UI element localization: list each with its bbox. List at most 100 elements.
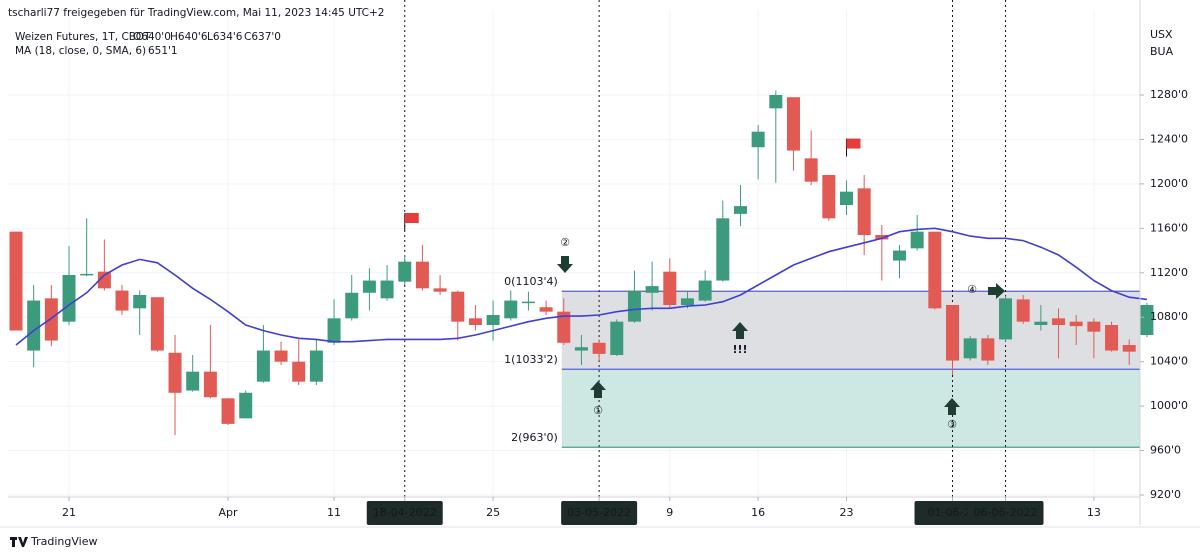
date-highlight bbox=[366, 501, 443, 525]
fib-label: 1(1033'2) bbox=[504, 353, 558, 366]
candle-body bbox=[433, 288, 447, 292]
candle-body bbox=[592, 342, 606, 354]
ohlc-value: H640'6 bbox=[170, 31, 208, 43]
y-tick-label: 1080'0 bbox=[1150, 310, 1188, 323]
x-tick-label: 01-06-20 bbox=[928, 506, 978, 519]
candle-body bbox=[1087, 321, 1101, 332]
x-tick-label: 9 bbox=[666, 506, 673, 519]
candle-body bbox=[610, 321, 624, 355]
candle-body bbox=[274, 350, 288, 362]
candle-body bbox=[557, 311, 571, 343]
arrow bbox=[988, 283, 1005, 299]
fib-label: 2(963'0) bbox=[511, 431, 558, 444]
y-tick-label: 960'0 bbox=[1150, 444, 1181, 457]
candle-body bbox=[292, 361, 306, 382]
candle-body bbox=[521, 301, 535, 304]
candle-body bbox=[910, 231, 924, 249]
candle-body bbox=[804, 158, 818, 182]
candle-body bbox=[857, 188, 871, 235]
candle-body bbox=[80, 273, 94, 276]
arrow bbox=[557, 256, 573, 273]
x-tick-label: Apr bbox=[219, 506, 239, 519]
candle-body bbox=[963, 338, 977, 359]
brand: TradingView bbox=[30, 535, 97, 548]
candle-body bbox=[221, 398, 235, 424]
candle-body bbox=[716, 218, 730, 281]
candle-body bbox=[645, 286, 659, 293]
fib-label: 0(1103'4) bbox=[504, 275, 558, 288]
candle-body bbox=[27, 300, 41, 351]
candle-body bbox=[62, 275, 76, 322]
candle-body bbox=[627, 290, 641, 322]
x-tick-label: 23 bbox=[839, 506, 853, 519]
symbol: Weizen Futures, 1T, CBOT bbox=[15, 31, 151, 43]
y-tick-label: 1120'0 bbox=[1150, 266, 1188, 279]
ma-name: MA (18, close, 0, SMA, 6) bbox=[15, 45, 146, 57]
candle-body bbox=[362, 280, 376, 293]
candle-body bbox=[946, 305, 960, 361]
ohlc-value: O640'0 bbox=[133, 31, 171, 43]
candle-body bbox=[733, 206, 747, 214]
plot-area: 0(1103'4) 1(1033'2) 2(963'0) ② ①!!! ③ ④ bbox=[8, 0, 1154, 497]
candle-body bbox=[203, 371, 217, 398]
ohlc-value: L634'6 bbox=[207, 31, 243, 43]
candle-body bbox=[981, 338, 995, 361]
x-tick-label: 21 bbox=[62, 506, 76, 519]
candle-body bbox=[97, 271, 111, 289]
y-tick-label: 1240'0 bbox=[1150, 132, 1188, 145]
candle-body bbox=[839, 191, 853, 205]
x-tick-label: 16 bbox=[751, 506, 765, 519]
ma-line bbox=[15, 227, 1147, 346]
candle-body bbox=[345, 292, 359, 319]
candle-body bbox=[751, 131, 765, 148]
x-tick-label: 13 bbox=[1087, 506, 1101, 519]
candle-body bbox=[415, 261, 429, 289]
candle-body bbox=[186, 371, 200, 391]
x-tick-label: 11 bbox=[327, 506, 341, 519]
y-tick-label: 1000'0 bbox=[1150, 399, 1188, 412]
candle-body bbox=[309, 350, 323, 382]
candle-body bbox=[380, 280, 394, 299]
candle-body bbox=[504, 300, 518, 319]
header: tscharli77 freigegeben für TradingView.c… bbox=[8, 7, 384, 19]
candle-body bbox=[150, 297, 164, 351]
currency: USX bbox=[1150, 28, 1173, 41]
candle-body bbox=[1122, 345, 1136, 352]
candle-body bbox=[486, 315, 500, 325]
fib-zone bbox=[561, 369, 1140, 448]
candle-body bbox=[822, 175, 836, 219]
x-tick-label: 25 bbox=[486, 506, 500, 519]
candle-body bbox=[115, 290, 129, 311]
x-tick-label: 03-05-2022 bbox=[567, 506, 631, 519]
candle-body bbox=[9, 231, 23, 331]
candle-body bbox=[1052, 318, 1066, 325]
brand-logo bbox=[10, 537, 28, 547]
candle-body bbox=[928, 231, 942, 309]
candle-body bbox=[327, 318, 341, 343]
candle-body bbox=[680, 298, 694, 305]
x-tick-label: 06-06-2022 bbox=[974, 506, 1038, 519]
y-tick-label: 920'0 bbox=[1150, 488, 1181, 501]
annotation: ③ bbox=[947, 418, 957, 431]
date-highlight bbox=[561, 501, 638, 525]
flag bbox=[846, 138, 861, 149]
y-tick-label: 1160'0 bbox=[1150, 221, 1188, 234]
ma-value: 651'1 bbox=[148, 45, 178, 57]
candle-body bbox=[786, 97, 800, 151]
arrow bbox=[732, 322, 748, 339]
candle-body bbox=[574, 347, 588, 351]
candle-body bbox=[256, 350, 270, 382]
candle-body bbox=[44, 298, 58, 341]
arrow bbox=[944, 398, 960, 415]
y-tick-label: 1280'0 bbox=[1150, 88, 1188, 101]
date-highlight bbox=[967, 501, 1044, 525]
arrow bbox=[590, 381, 606, 398]
annotation: !!! bbox=[732, 343, 747, 356]
candle-body bbox=[451, 291, 465, 322]
candle-body bbox=[875, 235, 889, 240]
y-tick-label: 1200'0 bbox=[1150, 177, 1188, 190]
unit: BUA bbox=[1150, 45, 1174, 58]
flag bbox=[404, 213, 419, 223]
